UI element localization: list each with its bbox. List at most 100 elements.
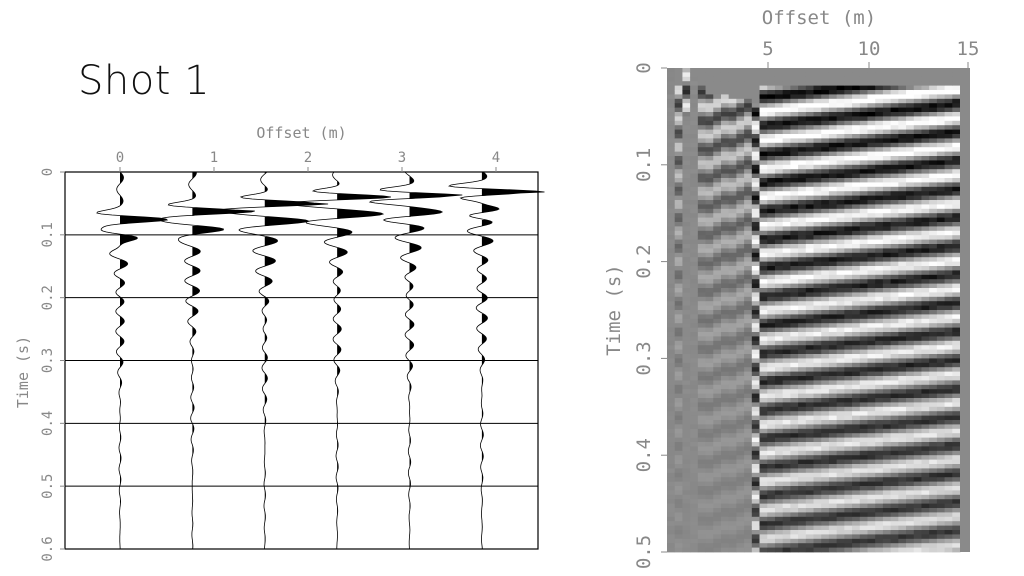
gather-cell (744, 235, 753, 240)
gather-cell (821, 459, 830, 465)
gather-cell (852, 406, 861, 412)
gather-cell (767, 81, 776, 86)
gather-cell (713, 521, 722, 526)
gather-cell (790, 455, 799, 460)
gather-cell (782, 85, 791, 91)
gather-cell (767, 112, 776, 117)
gather-cell (929, 134, 938, 139)
gather-cell (744, 90, 753, 95)
gather-cell (720, 481, 730, 487)
gather-cell (944, 538, 953, 544)
gather-cell (929, 442, 938, 447)
gather-cell (929, 76, 938, 82)
gather-cell (898, 380, 907, 386)
gather-cell (736, 142, 745, 148)
gather-cell (821, 512, 830, 518)
gather-cell (667, 156, 676, 161)
gather-cell (667, 481, 676, 487)
gather-cell (852, 85, 861, 91)
gather-cell (705, 376, 714, 381)
gather-cell (913, 433, 922, 438)
gather-cell (890, 120, 899, 126)
gather-cell (890, 358, 899, 364)
gather-cell (713, 424, 722, 430)
gather-cell (828, 310, 838, 315)
gather-cell (821, 490, 830, 496)
gather-cell (836, 415, 845, 421)
gather-cell (744, 147, 753, 152)
gather-cell (713, 208, 722, 214)
gather-cell (929, 411, 938, 416)
gather-cell (728, 98, 737, 104)
gather-cell (952, 481, 961, 487)
gather-cell (751, 499, 760, 504)
gather-cell (767, 446, 776, 452)
gather-cell (713, 274, 722, 280)
gather-cell (836, 68, 845, 73)
gather-cell (697, 178, 706, 183)
gather-cell (790, 142, 799, 148)
gather-cell (867, 402, 876, 408)
gather-cell (790, 164, 799, 170)
gather-cell (682, 380, 691, 386)
gather-cell (705, 336, 714, 342)
gather-cell (728, 151, 737, 157)
gather-cell (697, 503, 706, 509)
gather-cell (705, 107, 714, 113)
gather-cell (906, 217, 915, 223)
gather-cell (728, 182, 737, 188)
gather-cell (952, 116, 961, 122)
gather-cell (782, 437, 791, 443)
gather-cell (859, 516, 868, 522)
gather-cell (836, 292, 845, 298)
gather-cell (782, 464, 791, 469)
gather-cell (828, 459, 838, 465)
gather-cell (906, 411, 915, 416)
gather-cell (798, 490, 807, 496)
gather-cell (774, 424, 784, 430)
gather-cell (790, 411, 799, 416)
gather-cell (782, 310, 791, 315)
gather-cell (782, 345, 791, 350)
gather-cell (798, 129, 807, 135)
gather-cell (751, 213, 760, 218)
gather-cell (728, 389, 737, 394)
gather-cell (836, 195, 845, 201)
gather-cell (705, 90, 714, 95)
gather-cell (736, 525, 745, 531)
gather-cell (790, 169, 799, 174)
gather-cell (720, 292, 730, 298)
gather-cell (936, 68, 945, 73)
gather-cell (844, 477, 853, 482)
gather-cell (821, 283, 830, 289)
gather-cell (906, 239, 915, 245)
gather-cell (697, 349, 706, 355)
gather-cell (813, 367, 822, 372)
gather-cell (921, 142, 930, 148)
gather-cell (774, 530, 784, 535)
gather-cell (682, 340, 691, 346)
gather-cell (944, 450, 953, 456)
gather-cell (836, 305, 845, 311)
gather-cell (913, 455, 922, 460)
gather-cell (782, 525, 791, 531)
gather-cell (813, 120, 822, 126)
gather-cell (936, 477, 945, 482)
gather-cell (952, 349, 961, 355)
gather-cell (767, 332, 776, 337)
gather-cell (944, 323, 953, 328)
gather-cell (844, 151, 853, 157)
gather-cell (890, 380, 899, 386)
gather-cell (798, 257, 807, 262)
gather-cell (728, 477, 737, 482)
gather-cell (882, 296, 891, 302)
gather-y-tick-label: 0 (633, 62, 655, 73)
gather-cell (751, 459, 760, 465)
gather-cell (898, 332, 907, 337)
gather-cell (882, 323, 891, 328)
gather-cell (952, 472, 961, 478)
gather-cell (913, 486, 922, 491)
gather-cell (906, 261, 915, 267)
gather-cell (805, 354, 814, 359)
gather-cell (882, 464, 891, 469)
